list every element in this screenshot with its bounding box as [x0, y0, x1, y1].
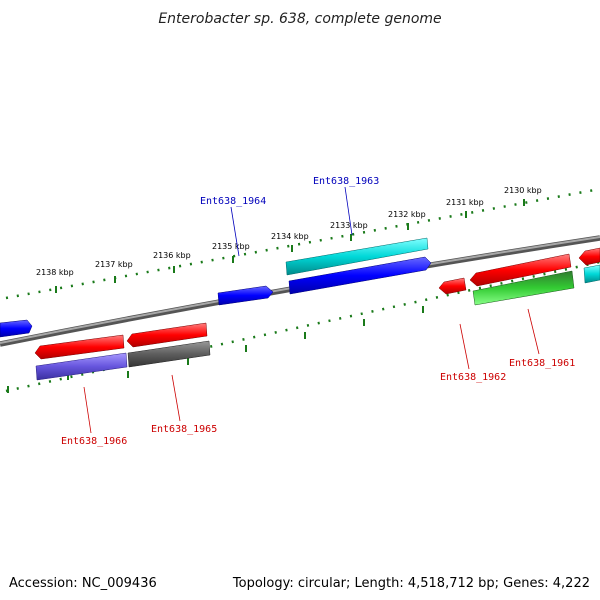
- gene-label: Ent638_1962: [440, 372, 506, 383]
- gene-arrow: [578, 247, 600, 266]
- gene-arrow: [126, 322, 208, 348]
- forward-genes: [0, 237, 600, 338]
- scale-label: 2132 kbp: [388, 210, 426, 219]
- gene-arrow: [0, 319, 33, 338]
- gene-label: Ent638_1965: [151, 424, 217, 435]
- gene-label: Ent638_1961: [509, 358, 575, 369]
- scale-label: 2135 kbp: [212, 242, 250, 251]
- gene-arrow: [217, 285, 274, 306]
- scale-label: 2136 kbp: [153, 251, 191, 260]
- gene-arrow: [472, 270, 575, 306]
- scale-label: 2133 kbp: [330, 221, 368, 230]
- gene-label: Ent638_1964: [200, 196, 266, 207]
- scale-labels: 2138 kbp 2137 kbp 2136 kbp 2135 kbp 2134…: [36, 186, 542, 277]
- label-connectors: [83, 186, 540, 434]
- gene-arrow: [35, 352, 128, 381]
- scale-label: 2134 kbp: [271, 232, 309, 241]
- gene-arrow: [438, 277, 467, 295]
- outer-major-ticks: [55, 199, 525, 293]
- gene-labels: Ent638_1964 Ent638_1963 Ent638_1962 Ent6…: [61, 176, 575, 447]
- scale-label: 2131 kbp: [446, 198, 484, 207]
- gene-arrow: [127, 340, 211, 368]
- gene-arrow: [34, 334, 125, 360]
- gene-arrow: [288, 256, 432, 295]
- inner-scale-track: [5, 260, 600, 393]
- outer-scale-track: [5, 187, 600, 300]
- genome-summary-text: Topology: circular; Length: 4,518,712 bp…: [232, 576, 590, 591]
- gene-arrow: [583, 264, 600, 284]
- scale-label: 2137 kbp: [95, 260, 133, 269]
- gene-label: Ent638_1963: [313, 176, 379, 187]
- reverse-genes: [34, 247, 600, 381]
- gene-arrow: [285, 237, 429, 276]
- scale-label: 2130 kbp: [504, 186, 542, 195]
- scale-label: 2138 kbp: [36, 268, 74, 277]
- map-title: Enterobacter sp. 638, complete genome: [158, 11, 441, 27]
- gene-label: Ent638_1966: [61, 436, 127, 447]
- gene-arrow: [469, 253, 572, 287]
- accession-text: Accession: NC_009436: [9, 576, 157, 591]
